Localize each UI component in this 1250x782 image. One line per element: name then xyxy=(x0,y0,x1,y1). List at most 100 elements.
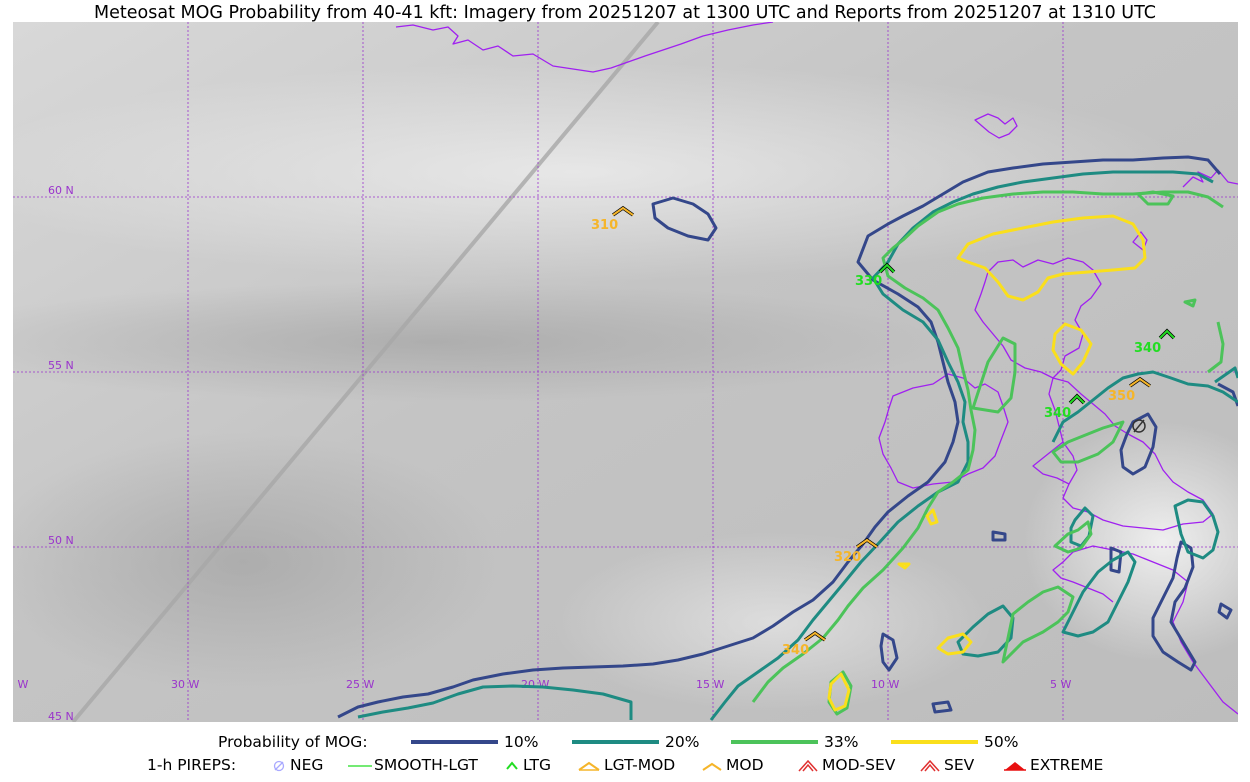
ltg-pirep-icon[interactable] xyxy=(879,263,895,273)
contour-line xyxy=(651,196,718,242)
contour-line xyxy=(337,155,1222,719)
pirep-heading: 1-h PIREPS: xyxy=(147,756,237,774)
legend-heading: Probability of MOG: xyxy=(218,733,368,751)
coastline-iceland xyxy=(395,22,774,73)
contour-line xyxy=(879,632,899,672)
contour-line xyxy=(931,700,953,714)
report-label: 340 xyxy=(1134,341,1161,356)
coastline-norway xyxy=(1182,169,1238,188)
pirep-symbols: 310 330 340 350 340 320 340 xyxy=(591,205,1176,658)
legend-item-smooth-lgt: SMOOTH-LGT xyxy=(348,756,478,774)
contour-line xyxy=(1207,321,1225,374)
neg-slash xyxy=(1133,419,1145,433)
contour-line xyxy=(925,508,939,526)
legend-label: MOD-SEV xyxy=(822,756,896,774)
legend-item-extreme: EXTREME xyxy=(1002,756,1103,774)
coastline-ireland xyxy=(878,373,1009,489)
legend-label: MOD xyxy=(726,756,764,774)
contour-line xyxy=(1151,540,1197,672)
contour-line xyxy=(1119,412,1158,476)
contour-line xyxy=(1053,520,1093,554)
ltg-pirep-icon[interactable] xyxy=(1069,394,1085,404)
report-label: 320 xyxy=(834,550,861,565)
report-label: 330 xyxy=(855,274,882,289)
contour-line xyxy=(991,530,1007,542)
lgt-mod-pirep-icon[interactable] xyxy=(804,631,826,641)
ltg-pirep-icon[interactable] xyxy=(1159,329,1175,339)
map-title: Meteosat MOG Probability from 40-41 kft:… xyxy=(94,3,1156,23)
lgt-mod-icon xyxy=(578,761,600,771)
sev-icon xyxy=(920,759,940,772)
legend-label: 10% xyxy=(504,733,539,751)
contour-line xyxy=(1051,420,1125,464)
lon-label-35w: 35 W xyxy=(13,678,28,691)
legend-item-50pct: 50% xyxy=(891,733,1018,751)
contour-line xyxy=(709,170,1214,721)
legend-item-mod-sev: MOD-SEV xyxy=(796,756,895,774)
ltg-icon xyxy=(506,761,518,770)
contour-line xyxy=(936,632,973,656)
extreme-icon xyxy=(1004,762,1026,771)
lon-label-30w: 30 W xyxy=(171,678,199,691)
coastline-faroe xyxy=(974,113,1018,139)
legend-label: LGT-MOD xyxy=(604,756,676,774)
cloud-patch xyxy=(553,532,993,712)
contour-10pct xyxy=(337,155,1238,719)
probability-heading: Probability of MOG: xyxy=(218,733,368,751)
lon-label-10w: 10 W xyxy=(871,678,899,691)
contour-line xyxy=(827,672,851,712)
lgt-mod-pirep-icon[interactable] xyxy=(612,206,634,216)
legend-swatch xyxy=(891,740,978,744)
contour-50pct xyxy=(827,214,1147,712)
report-label: 310 xyxy=(591,218,618,233)
contour-line xyxy=(1001,585,1075,664)
lgt-mod-pirep-icon[interactable] xyxy=(856,538,878,548)
contour-line xyxy=(956,214,1147,302)
contour-line xyxy=(751,190,1224,703)
lgt-mod-pirep-icon[interactable] xyxy=(1129,377,1151,387)
legend-item-10pct: 10% xyxy=(411,733,538,751)
mod-icon xyxy=(702,762,722,771)
lon-label-20w: 20 W xyxy=(521,678,549,691)
legend-label: EXTREME xyxy=(1030,756,1104,774)
cloud-band xyxy=(13,62,1193,282)
contour-line xyxy=(1051,370,1238,443)
lon-label-5w: 5 W xyxy=(1050,678,1071,691)
contour-line xyxy=(1173,498,1220,560)
contour-line xyxy=(1051,322,1093,376)
legend-label: LTG xyxy=(523,756,551,774)
lon-label-15w: 15 W xyxy=(696,678,724,691)
coastline-england xyxy=(1048,377,1214,531)
report-label: 350 xyxy=(1108,389,1135,404)
lon-label-25w: 25 W xyxy=(346,678,374,691)
legend-item-33pct: 33% xyxy=(731,733,858,751)
legend-swatch xyxy=(731,740,818,744)
neg-icon xyxy=(273,760,285,772)
contour-line xyxy=(1217,602,1233,620)
contour-line xyxy=(956,604,1015,658)
pirep-legend: 1-h PIREPS: NEG SMOOTH-LGT LTG LGT-MOD M… xyxy=(0,756,1250,776)
probability-legend: Probability of MOG: 10% 20% 33% 50% xyxy=(0,733,1250,753)
legend-item-ltg: LTG xyxy=(503,756,551,774)
legend-item-20pct: 20% xyxy=(572,733,699,751)
pirep-heading-item: 1-h PIREPS: xyxy=(147,756,236,774)
lat-label-60n: 60 N xyxy=(48,184,74,197)
contour-line xyxy=(827,670,853,716)
mod-sev-icon xyxy=(798,759,818,772)
lat-lon-grid xyxy=(13,22,1238,722)
legend-item-lgt-mod: LGT-MOD xyxy=(576,756,675,774)
legend-swatch xyxy=(411,740,498,744)
coastline-brittany xyxy=(1052,551,1114,603)
contour-line xyxy=(1061,550,1137,638)
neg-pirep-icon[interactable] xyxy=(1132,419,1146,433)
smooth-lgt-icon xyxy=(348,765,372,767)
legend-label: 33% xyxy=(824,733,859,751)
dark-band xyxy=(13,432,503,692)
legend-label: SEV xyxy=(944,756,975,774)
neg-ring xyxy=(1132,419,1146,433)
contour-33pct xyxy=(751,190,1225,716)
coastline-scotland xyxy=(974,257,1102,379)
lat-label-55n: 55 N xyxy=(48,359,74,372)
legend-label: 50% xyxy=(984,733,1019,751)
report-label: 340 xyxy=(782,643,809,658)
